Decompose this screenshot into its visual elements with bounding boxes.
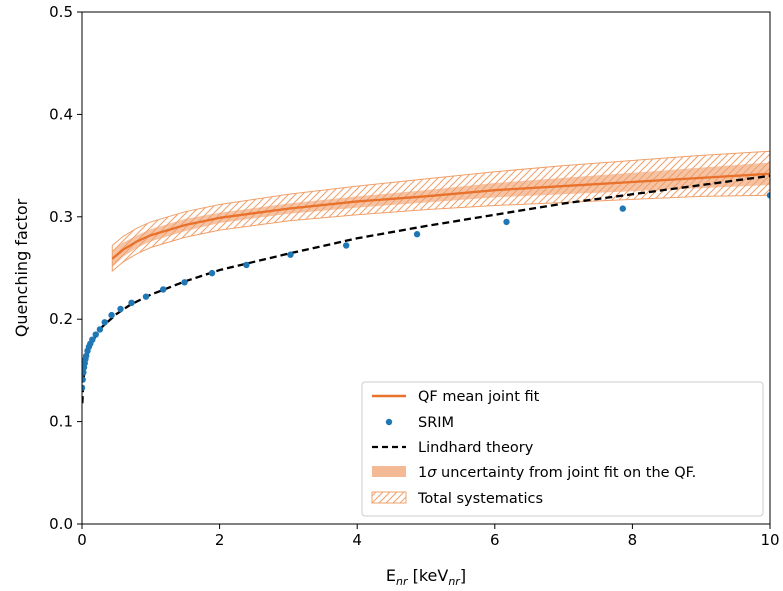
srim-point xyxy=(82,384,86,392)
x-axis-ticks: 0 2 4 6 8 10 xyxy=(77,524,780,549)
srim-point xyxy=(243,261,250,269)
legend-swatch-1sigma xyxy=(372,466,406,477)
srim-point xyxy=(342,242,350,249)
points-layer xyxy=(82,192,770,392)
srim-point xyxy=(766,192,770,199)
axes-frame xyxy=(81,11,771,525)
srim-point xyxy=(503,218,510,226)
srim-point xyxy=(413,231,421,238)
srim-point xyxy=(142,293,150,300)
bands-layer xyxy=(111,150,770,273)
srim-point xyxy=(128,299,135,307)
band-systematics xyxy=(111,150,770,273)
y-tick-label: 0.5 xyxy=(49,3,73,21)
srim-point xyxy=(287,251,294,258)
y-tick-label: 0.2 xyxy=(49,310,73,328)
legend-label-systematics: Total systematics xyxy=(417,491,543,507)
y-tick-label: 0.4 xyxy=(49,105,73,123)
qf-mean-line xyxy=(111,172,770,260)
srim-point xyxy=(159,286,167,293)
legend-label-srim: SRIM xyxy=(418,415,454,431)
srim-point xyxy=(92,331,99,338)
srim-point xyxy=(82,369,87,376)
srim-point xyxy=(82,376,86,383)
legend-box xyxy=(361,381,764,517)
srim-point xyxy=(208,269,216,277)
y-tick-label: 0.3 xyxy=(49,208,73,226)
y-tick-label: 0.0 xyxy=(49,515,73,533)
legend-swatch-srim xyxy=(385,418,393,426)
y-axis-label: Quenching factor xyxy=(12,198,31,337)
legend-label-1sigma: 1σ uncertainty from joint fit on the QF. xyxy=(418,465,696,481)
x-axis-label-unit-sub: nr xyxy=(448,575,461,587)
srim-point xyxy=(101,319,108,326)
x-tick-label: 8 xyxy=(628,531,638,549)
x-tick-label: 0 xyxy=(77,531,87,549)
legend: QF mean joint fit SRIM Lindhard theory 1… xyxy=(361,381,764,517)
srim-point xyxy=(108,311,115,319)
srim-point xyxy=(89,336,96,343)
legend-label-qf-mean: QF mean joint fit xyxy=(418,389,540,405)
y-axis-ticks: 0.0 0.1 0.2 0.3 0.4 0.5 xyxy=(49,3,82,533)
x-tick-label: 10 xyxy=(760,531,779,549)
srim-point xyxy=(619,205,626,212)
srim-point xyxy=(181,279,188,286)
legend-swatch-systematics xyxy=(371,491,407,504)
legend-label-lindhard: Lindhard theory xyxy=(418,440,534,456)
x-axis-label: Enr [keVnr] xyxy=(386,566,466,587)
x-tick-label: 6 xyxy=(490,531,500,549)
plot-area xyxy=(82,150,770,404)
srim-point xyxy=(82,352,90,360)
x-tick-label: 2 xyxy=(215,531,225,549)
srim-point xyxy=(117,305,124,313)
x-axis-label-sub: nr xyxy=(396,575,409,587)
srim-point xyxy=(96,326,104,333)
y-tick-label: 0.1 xyxy=(49,413,73,431)
x-tick-label: 4 xyxy=(352,531,362,549)
